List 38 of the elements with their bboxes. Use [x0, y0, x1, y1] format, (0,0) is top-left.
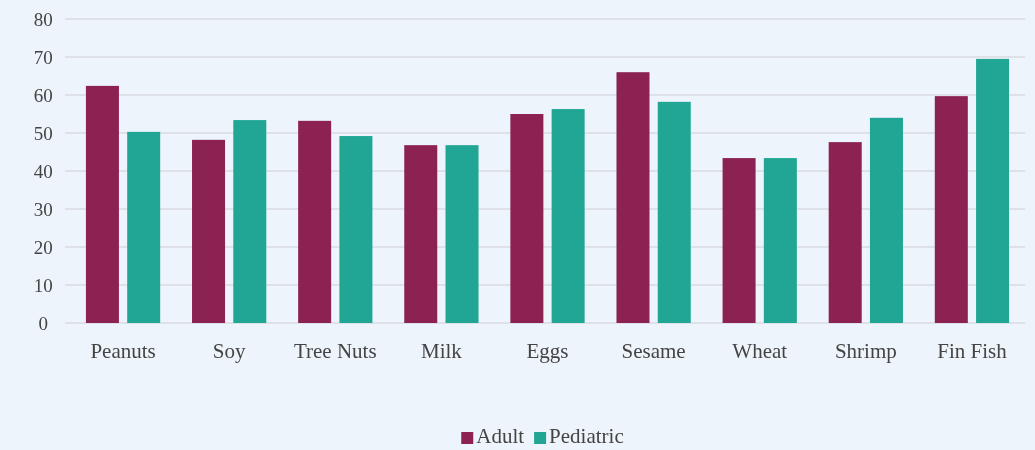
bar	[551, 109, 585, 323]
legend-label: Adult	[476, 424, 525, 448]
x-tick-label: Tree Nuts	[293, 338, 377, 363]
bar	[233, 120, 267, 323]
bar	[127, 131, 161, 323]
y-tick-label: 40	[33, 160, 53, 182]
x-tick-label: Fin Fish	[937, 338, 1008, 363]
bar	[510, 114, 544, 323]
bar	[616, 72, 650, 323]
bar	[445, 145, 479, 323]
bar	[828, 142, 862, 323]
y-tick-label: 10	[33, 274, 53, 296]
bar	[869, 117, 903, 323]
y-tick-label: 80	[33, 8, 53, 30]
y-tick-label: 0	[38, 312, 49, 334]
bar	[192, 139, 226, 323]
bar	[657, 101, 691, 323]
bar	[763, 158, 797, 323]
bar	[722, 158, 756, 323]
y-tick-label: 30	[33, 198, 53, 220]
x-tick-label: Wheat	[732, 338, 788, 363]
x-tick-label: Milk	[420, 338, 463, 363]
bar	[976, 58, 1010, 323]
bar	[934, 96, 968, 323]
y-tick-label: 20	[33, 236, 53, 258]
x-tick-label: Shrimp	[834, 338, 897, 363]
y-tick-label: 70	[33, 46, 53, 68]
x-tick-label: Eggs	[526, 338, 569, 363]
bar	[85, 85, 119, 323]
legend-label: Pediatric	[549, 424, 624, 448]
y-tick-label: 60	[33, 84, 53, 106]
bar	[404, 145, 438, 323]
y-tick-label: 50	[33, 122, 53, 144]
bar	[339, 136, 373, 323]
x-tick-label: Soy	[212, 338, 246, 363]
x-tick-label: Sesame	[621, 338, 686, 363]
bar	[298, 120, 332, 323]
x-tick-label: Peanuts	[90, 338, 156, 363]
